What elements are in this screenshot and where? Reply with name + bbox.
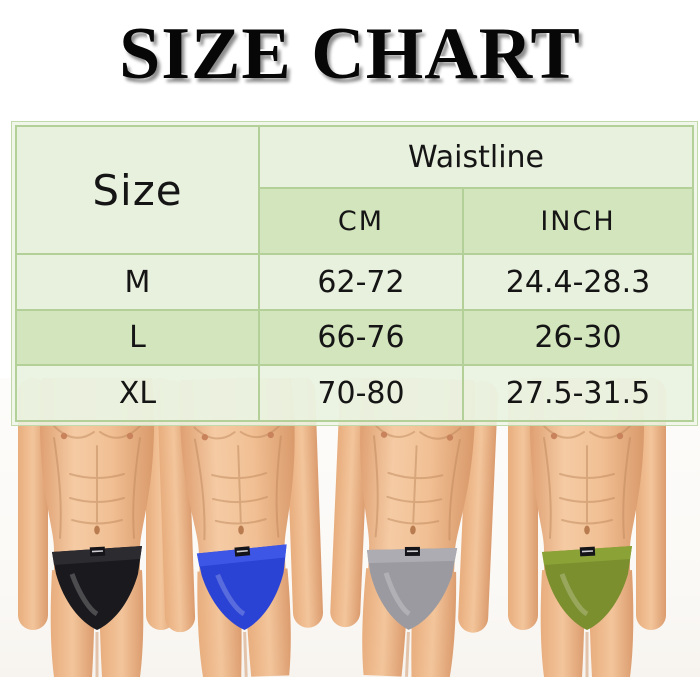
table-row-l: L 66-76 26-30 <box>15 309 694 366</box>
model-torso <box>508 378 666 677</box>
nipple <box>201 434 209 441</box>
navel <box>584 525 590 535</box>
size-cell: L <box>15 309 260 366</box>
size-table: Size Waistline CM INCH M 62-72 24.4-28.3… <box>15 125 694 422</box>
navel <box>94 525 100 535</box>
size-cell: XL <box>15 364 260 422</box>
crotch-shadow <box>405 631 410 677</box>
nipple <box>616 432 624 440</box>
model-figure-gray <box>330 378 498 677</box>
nipple <box>267 431 274 439</box>
briefs-highlight <box>383 572 411 617</box>
cm-cell: 66-76 <box>258 309 464 366</box>
brand-tag <box>404 546 420 557</box>
size-header-cell: Size <box>15 125 260 255</box>
right-arm <box>285 378 323 628</box>
nipple <box>380 431 388 438</box>
nipple <box>550 432 558 440</box>
navel <box>410 525 416 535</box>
torso <box>179 378 295 585</box>
muscle-lines <box>53 425 141 539</box>
size-table-wrapper: Size Waistline CM INCH M 62-72 24.4-28.3… <box>11 121 698 426</box>
cm-header-cell: CM <box>258 187 464 255</box>
briefs-highlight <box>559 573 589 617</box>
brand-tag <box>234 546 251 557</box>
inch-cell: 26-30 <box>462 309 694 366</box>
briefs-shape <box>196 544 287 630</box>
briefs-shape <box>52 546 142 630</box>
inch-cell: 27.5-31.5 <box>462 364 694 422</box>
table-row-m: M 62-72 24.4-28.3 <box>15 253 694 311</box>
model-torso <box>157 378 323 677</box>
units-row: CM INCH <box>16 187 694 255</box>
crotch-shadow <box>243 631 248 677</box>
nipple <box>126 432 134 440</box>
muscle-lines <box>372 423 462 541</box>
inch-cell: 24.4-28.3 <box>462 253 694 311</box>
briefs-highlight <box>69 573 99 617</box>
briefs-shape <box>542 546 632 630</box>
nipple <box>446 434 454 441</box>
torso <box>360 378 476 585</box>
table-row-xl: XL 70-80 27.5-31.5 <box>15 364 694 422</box>
muscle-lines <box>543 425 631 539</box>
page-title: SIZE CHART <box>119 13 581 95</box>
size-cell: M <box>15 253 260 311</box>
product-photo <box>0 378 700 677</box>
briefs-highlight <box>215 573 246 617</box>
brand-tag <box>89 546 106 557</box>
nipple <box>60 432 68 440</box>
left-arm <box>330 378 370 628</box>
cm-cell: 62-72 <box>258 253 464 311</box>
model-figure-green <box>508 378 666 677</box>
muscle-lines <box>193 423 282 541</box>
model-torso <box>330 378 498 677</box>
model-figure-blue <box>157 378 323 677</box>
briefs-shape <box>366 547 458 630</box>
cm-cell: 70-80 <box>258 364 464 422</box>
brand-tag <box>579 546 596 557</box>
navel <box>238 525 244 535</box>
waistline-header-cell: Waistline <box>258 125 694 189</box>
inch-header-cell: INCH <box>462 187 694 255</box>
header-row: Size Waistline <box>15 125 694 255</box>
